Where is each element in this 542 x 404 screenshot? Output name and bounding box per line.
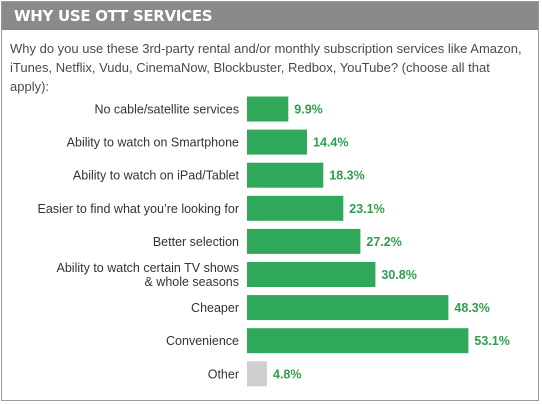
value-label: 30.8% xyxy=(381,268,416,282)
category-label: Ability to watch on iPad/Tablet xyxy=(73,169,240,183)
bar xyxy=(247,328,469,354)
category-label: Ability to watch certain TV shows xyxy=(57,261,239,275)
category-label: Convenience xyxy=(166,334,239,348)
header-bar: WHY USE OTT SERVICES xyxy=(2,2,538,30)
chart-title: WHY USE OTT SERVICES xyxy=(14,7,213,25)
category-label: No cable/satellite services xyxy=(94,103,239,117)
value-label: 27.2% xyxy=(366,235,401,249)
category-label: Cheaper xyxy=(191,301,239,315)
bar xyxy=(247,162,324,188)
value-label: 4.8% xyxy=(273,367,302,381)
category-label: & whole seasons xyxy=(144,275,239,289)
bar xyxy=(247,195,344,221)
value-label: 9.9% xyxy=(294,103,323,117)
bar xyxy=(247,361,267,387)
bar xyxy=(247,129,307,155)
value-label: 23.1% xyxy=(349,202,384,216)
category-label: Easier to find what you’re looking for xyxy=(38,202,240,216)
value-label: 53.1% xyxy=(474,334,509,348)
bar xyxy=(247,262,376,287)
value-label: 48.3% xyxy=(454,301,489,315)
bar xyxy=(247,96,289,122)
value-label: 18.3% xyxy=(329,169,364,183)
category-label: Other xyxy=(208,367,239,381)
category-label: Ability to watch on Smartphone xyxy=(67,136,239,150)
category-label: Better selection xyxy=(153,235,239,249)
survey-question: Why do you use these 3rd-party rental an… xyxy=(10,41,522,94)
bar xyxy=(247,228,361,254)
bar xyxy=(247,295,449,321)
value-label: 14.4% xyxy=(313,136,348,150)
